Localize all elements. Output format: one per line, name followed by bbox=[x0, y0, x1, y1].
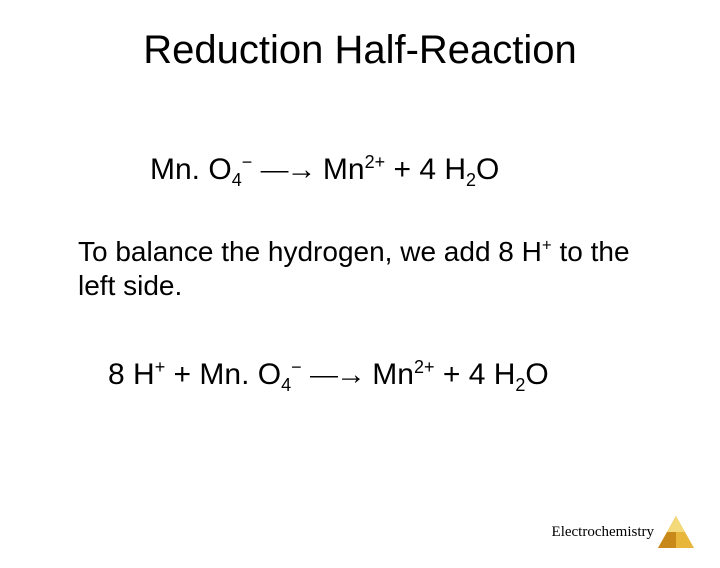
eq2-arrow: ⎯⎯→ bbox=[310, 358, 364, 391]
pyramid-icon bbox=[656, 514, 696, 550]
slide-title: Reduction Half-Reaction bbox=[0, 28, 720, 73]
eq2-lhs-sub: 4 bbox=[281, 375, 291, 395]
eq2-lhs-sup: − bbox=[291, 357, 302, 377]
eq2-pre: 8 H bbox=[108, 358, 155, 391]
equation-2: 8 H+ + Mn. O4− ⎯⎯→ Mn2+ + 4 H2O bbox=[108, 358, 720, 392]
eq1-rhs-sup1: 2+ bbox=[365, 152, 386, 172]
footer-label: Electrochemistry bbox=[552, 524, 654, 541]
eq2-rhs-plus: + 4 H bbox=[435, 358, 516, 391]
eq2-plus1: + Mn. O bbox=[165, 358, 281, 391]
eq1-rhs-plus: + 4 H bbox=[385, 153, 466, 186]
eq2-rhs-species2: O bbox=[525, 358, 548, 391]
eq1-rhs-sub2: 2 bbox=[466, 170, 476, 190]
description-text: To balance the hydrogen, we add 8 H+ to … bbox=[78, 235, 660, 302]
footer: Electrochemistry bbox=[552, 514, 696, 550]
eq2-rhs-sub2: 2 bbox=[515, 375, 525, 395]
eq1-lhs-sup: − bbox=[242, 152, 253, 172]
eq1-lhs-species: Mn. O bbox=[150, 153, 232, 186]
equation-1: Mn. O4− ⎯⎯→ Mn2+ + 4 H2O bbox=[150, 153, 720, 187]
eq1-lhs-sub: 4 bbox=[232, 170, 242, 190]
desc-sup: + bbox=[542, 236, 552, 255]
eq1-arrow: ⎯⎯→ bbox=[261, 153, 315, 186]
eq2-rhs-species1: Mn bbox=[364, 358, 414, 391]
eq2-pre-sup: + bbox=[155, 357, 166, 377]
eq1-rhs-species1: Mn bbox=[323, 153, 365, 186]
eq1-rhs-species2: O bbox=[476, 153, 499, 186]
desc-part1: To balance the hydrogen, we add 8 H bbox=[78, 236, 542, 267]
eq2-rhs-sup1: 2+ bbox=[414, 357, 435, 377]
